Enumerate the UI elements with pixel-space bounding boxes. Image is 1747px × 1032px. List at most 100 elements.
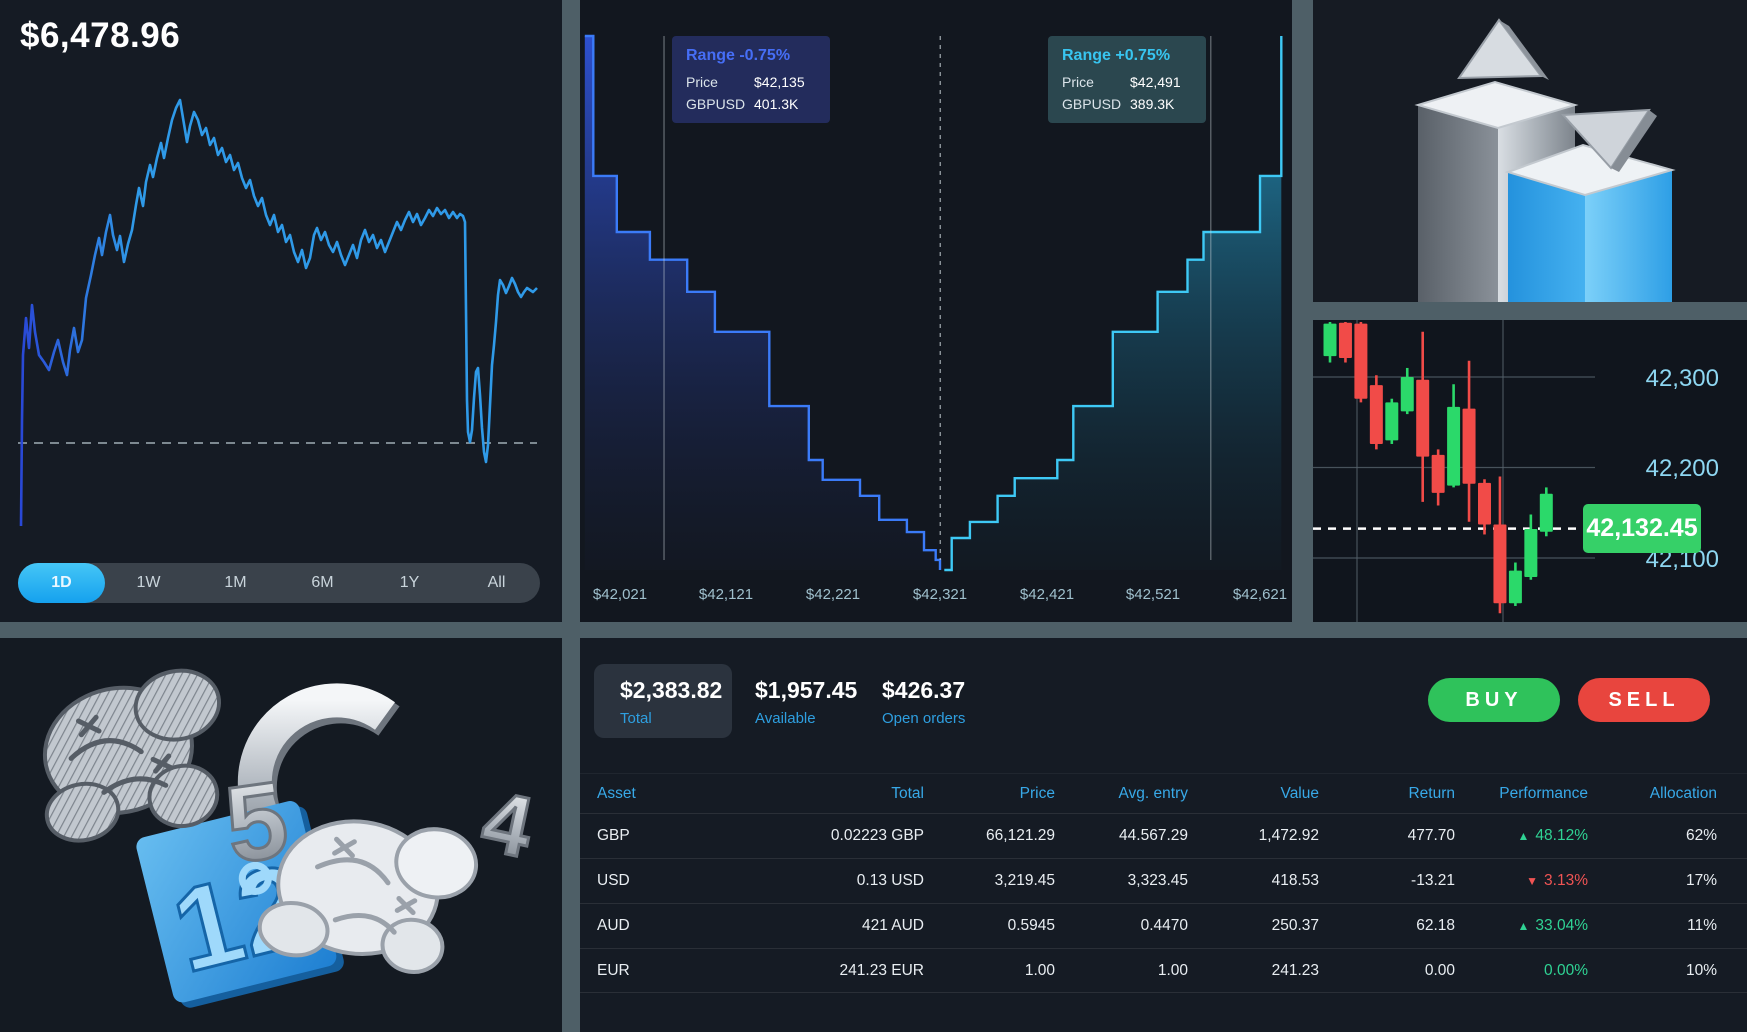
range-1w[interactable]: 1W <box>136 574 161 591</box>
cell-asset: GBP <box>597 827 630 844</box>
x-tick: $42,221 <box>805 586 861 603</box>
x-tick: $42,421 <box>1019 586 1075 603</box>
orders-panel: $2,383.82 Total $1,957.45 Available $426… <box>580 638 1747 1032</box>
current-price-badge: 42,132.45 <box>1583 504 1701 553</box>
cell-value: 1,472.92 <box>1258 827 1319 844</box>
candle-down <box>1338 322 1352 358</box>
depth-chart <box>584 34 1283 572</box>
candle-up <box>1539 493 1553 532</box>
cell-allocation: 17% <box>1685 872 1717 889</box>
cell-return: 62.18 <box>1416 917 1455 934</box>
price-value: $42,135 <box>754 74 805 90</box>
pair-label: GBPUSD <box>1062 96 1122 112</box>
holdings-row-eur[interactable]: EUR 241.23 EUR 1.00 1.00 241.23 0.00 0.00% 10% <box>580 948 1747 993</box>
candle-down <box>1416 379 1430 457</box>
range-1m[interactable]: 1M <box>224 574 247 591</box>
sell-button[interactable]: SELL <box>1578 678 1710 722</box>
cell-avg_entry: 1.00 <box>1157 961 1188 979</box>
range-tooltip-ask: Range +0.75% Price $42,491 GBPUSD 389.3K <box>1048 36 1206 123</box>
numbers-brain-illustration: 12 5 4 <box>42 668 542 1008</box>
portfolio-total-value: $6,478.96 <box>20 16 181 55</box>
holdings-row-usd[interactable]: USD 0.13 USD 3,219.45 3,323.45 418.53 -13.21 ▼… <box>580 858 1747 903</box>
x-tick: $42,121 <box>698 586 754 603</box>
price-label: Price <box>686 74 718 90</box>
cell-avg_entry: 3,323.45 <box>1127 872 1188 889</box>
header-value: Value <box>1280 784 1320 802</box>
cell-price: 3,219.45 <box>994 872 1055 889</box>
pillar-left-side <box>1418 105 1498 302</box>
candle-up <box>1447 406 1461 486</box>
triangle-down-icon: ▼ <box>1526 874 1539 888</box>
candle-up <box>1400 377 1414 412</box>
buy-button[interactable]: BUY <box>1428 678 1560 722</box>
depth-x-axis: $42,021 $42,121 $42,221 $42,321 $42,421 … <box>580 586 1292 610</box>
price-label: Price <box>1062 74 1094 90</box>
range-tooltip-bid: Range -0.75% Price $42,135 GBPUSD 401.3K <box>672 36 830 123</box>
header-performance: Performance <box>1499 784 1588 802</box>
cell-return: -13.21 <box>1411 872 1455 889</box>
stat-total: $2,383.82 Total <box>594 664 732 738</box>
stat-available: $1,957.45 Available <box>755 664 857 738</box>
range-6m[interactable]: 6M <box>311 574 334 591</box>
header-avg_entry: Avg. entry <box>1118 784 1188 802</box>
cell-value: 418.53 <box>1271 872 1319 889</box>
range-1d[interactable]: 1D <box>18 563 105 603</box>
volume-value: 401.3K <box>754 96 799 112</box>
triangle-up-icon: ▲ <box>1517 829 1530 843</box>
candlestick-panel: 42,300 42,200 42,100 42,132.45 <box>1313 320 1747 622</box>
candle-up <box>1385 402 1399 441</box>
cell-performance: ▼ 3.13% <box>1526 872 1588 889</box>
cell-allocation: 10% <box>1685 961 1717 979</box>
cell-avg_entry: 44.567.29 <box>1119 827 1188 844</box>
portfolio-value-panel: $6,478.96 1D 1W 1M 6M 1Y All <box>0 0 562 622</box>
tooltip-title: Range -0.75% <box>686 47 791 64</box>
cell-allocation: 11% <box>1687 917 1717 934</box>
range-all[interactable]: All <box>487 574 506 591</box>
x-tick: $42,021 <box>592 586 648 603</box>
candle-down <box>1431 454 1445 493</box>
brain-blob-right <box>257 819 479 974</box>
triangle-up-icon: ▲ <box>1517 919 1530 933</box>
pillar-right-side <box>1508 172 1585 302</box>
header-allocation: Allocation <box>1649 784 1717 802</box>
candle-up <box>1524 529 1538 578</box>
stat-label: Available <box>755 710 816 727</box>
cell-total: 0.02223 GBP <box>830 827 924 844</box>
cell-total: 241.23 EUR <box>839 961 924 979</box>
y-tick: 42,200 <box>1645 455 1719 482</box>
cell-avg_entry: 0.4470 <box>1140 917 1188 934</box>
header-price: Price <box>1019 784 1055 802</box>
cell-allocation: 62% <box>1685 827 1717 844</box>
up-down-pillars-illustration <box>1414 18 1676 302</box>
x-tick: $42,521 <box>1125 586 1181 603</box>
candle-down <box>1478 482 1491 525</box>
price-value: $42,491 <box>1130 74 1181 90</box>
volume-value: 389.3K <box>1130 96 1175 112</box>
stat-value: $1,957.45 <box>755 677 858 703</box>
cell-asset: AUD <box>597 917 630 934</box>
glyph-4: 4 <box>474 773 541 877</box>
header-return: Return <box>1408 784 1455 802</box>
down-arrow-side <box>1611 110 1657 172</box>
orderbook-depth-panel: Range -0.75% Price $42,135 GBPUSD 401.3K R… <box>580 0 1292 622</box>
holdings-row-gbp[interactable]: GBP 0.02223 GBP 66,121.29 44.567.29 1,472.92… <box>580 813 1747 858</box>
stat-label: Open orders <box>882 710 966 727</box>
stat-value: $2,383.82 <box>620 677 723 703</box>
bars-3d-illustration-panel <box>1313 0 1747 302</box>
brain-blob-left <box>42 668 222 843</box>
candle-up <box>1508 570 1522 604</box>
cell-value: 250.37 <box>1271 917 1319 934</box>
candle-down <box>1462 408 1476 484</box>
tooltip-title: Range +0.75% <box>1062 47 1171 64</box>
holdings-row-aud[interactable]: AUD 421 AUD 0.5945 0.4470 250.37 62.18 ▲ 33.04%… <box>580 903 1747 948</box>
stat-open-orders: $426.37 Open orders <box>882 664 965 738</box>
header-total: Total <box>891 784 924 802</box>
x-tick: $42,621 <box>1232 586 1288 603</box>
stat-value: $426.37 <box>882 677 966 703</box>
range-1y[interactable]: 1Y <box>399 574 420 591</box>
time-range-selector: 1D 1W 1M 6M 1Y All <box>18 563 540 603</box>
cell-performance: ▲ 48.12% <box>1517 827 1588 844</box>
cell-performance: 0.00% <box>1544 961 1588 979</box>
cell-asset: EUR <box>597 961 630 979</box>
